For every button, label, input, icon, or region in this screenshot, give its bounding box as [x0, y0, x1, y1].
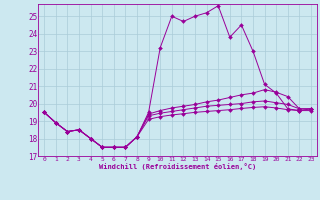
X-axis label: Windchill (Refroidissement éolien,°C): Windchill (Refroidissement éolien,°C) — [99, 163, 256, 170]
